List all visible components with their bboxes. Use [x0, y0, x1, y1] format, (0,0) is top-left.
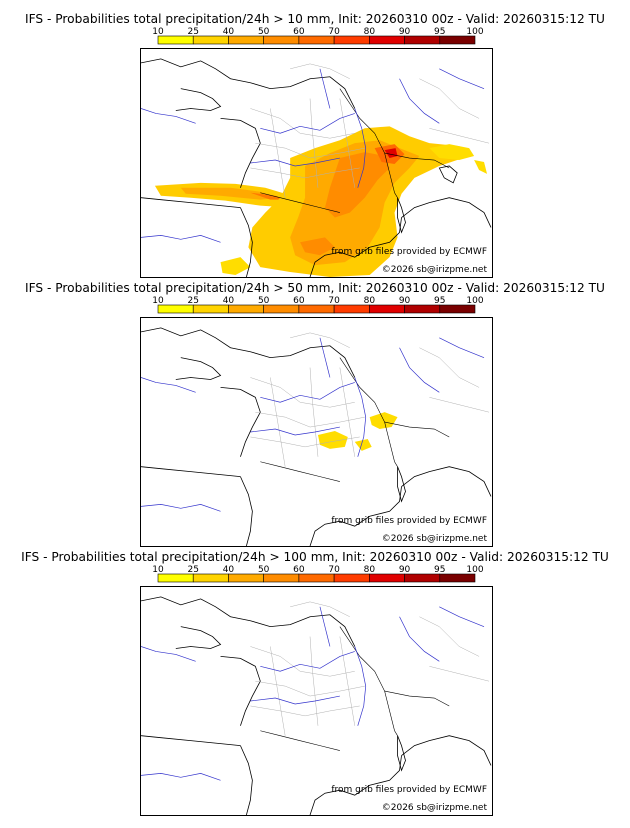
- colorbar-tick-label: 90: [399, 296, 411, 306]
- colorbar-swatch: [157, 35, 194, 45]
- colorbar-swatch: [333, 35, 370, 45]
- panel-title: IFS - Probabilities total precipitation/…: [25, 12, 605, 26]
- colorbar-swatch: [404, 573, 441, 583]
- colorbar-swatch: [192, 304, 229, 314]
- rivers: [141, 337, 485, 512]
- colorbar-tick-label: 80: [364, 296, 376, 306]
- colorbar-tick-label: 95: [434, 296, 445, 306]
- probability-colorbar: 10 25 40 50 60 70 80 90 95 100: [152, 565, 484, 583]
- colorbar-tick-label: 60: [293, 27, 305, 37]
- colorbar-tick-label: 25: [187, 296, 198, 306]
- credit-source: from grib files provided by ECMWF: [331, 247, 487, 257]
- colorbar-tick-label: 95: [434, 27, 445, 37]
- probability-field: [154, 126, 488, 277]
- colorbar-swatch: [228, 35, 264, 45]
- colorbar-swatch: [228, 573, 264, 583]
- colorbar-tick-label: 100: [466, 27, 483, 37]
- colorbar-tick-label: 10: [152, 296, 164, 306]
- colorbar-tick-label: 25: [187, 27, 198, 37]
- colorbar-swatch: [263, 573, 300, 583]
- colorbar-swatch: [404, 304, 441, 314]
- region-boundaries: [250, 332, 490, 467]
- colorbar-tick-label: 95: [434, 565, 445, 575]
- colorbar-tick-label: 80: [364, 27, 376, 37]
- colorbar-tick-label: 50: [258, 27, 270, 37]
- coastlines: [141, 58, 492, 277]
- colorbar-swatch: [439, 35, 476, 45]
- colorbar-swatch: [404, 35, 441, 45]
- precipitation-map: from grib files provided by ECMWF ©2026 …: [140, 48, 493, 278]
- colorbar-swatch: [157, 573, 194, 583]
- colorbar-tick-label: 10: [152, 27, 164, 37]
- region-boundaries: [250, 601, 490, 736]
- map-panel-10mm: IFS - Probabilities total precipitation/…: [0, 12, 630, 282]
- credit-source: from grib files provided by ECMWF: [331, 785, 487, 795]
- borders: [260, 626, 450, 751]
- colorbar-tick-label: 70: [328, 565, 340, 575]
- colorbar-tick-label: 90: [399, 565, 411, 575]
- map-panel-50mm: IFS - Probabilities total precipitation/…: [0, 281, 630, 551]
- map-panel-100mm: IFS - Probabilities total precipitation/…: [0, 550, 630, 820]
- probability-colorbar: 10 25 40 50 60 70 80 90 95 100: [152, 296, 484, 314]
- colorbar-swatch: [228, 304, 264, 314]
- colorbar-swatch: [369, 304, 405, 314]
- colorbar-swatch: [263, 35, 300, 45]
- colorbar-tick-label: 25: [187, 565, 198, 575]
- colorbar-swatch: [157, 304, 194, 314]
- credit-source: from grib files provided by ECMWF: [331, 516, 487, 526]
- colorbar-tick-label: 90: [399, 27, 411, 37]
- rivers: [141, 606, 485, 781]
- colorbar-tick-label: 80: [364, 565, 376, 575]
- colorbar-tick-label: 40: [223, 27, 235, 37]
- colorbar-swatch: [333, 304, 370, 314]
- colorbar-tick-label: 60: [293, 565, 305, 575]
- colorbar-swatch: [298, 35, 335, 45]
- precipitation-map: from grib files provided by ECMWF ©2026 …: [140, 586, 493, 816]
- colorbar-swatch: [439, 304, 476, 314]
- borders: [260, 88, 450, 213]
- panel-title: IFS - Probabilities total precipitation/…: [21, 550, 609, 564]
- colorbar-tick-label: 40: [223, 296, 235, 306]
- colorbar-swatch: [298, 573, 335, 583]
- colorbar-tick-label: 100: [466, 565, 483, 575]
- colorbar-tick-label: 100: [466, 296, 483, 306]
- credit-site: ©2026 sb@irizpme.net: [381, 803, 487, 813]
- colorbar-swatch: [369, 573, 405, 583]
- colorbar-tick-label: 50: [258, 296, 270, 306]
- colorbar-swatch: [263, 304, 300, 314]
- colorbar-swatch: [192, 35, 229, 45]
- map-svg: [141, 596, 492, 815]
- rivers: [141, 68, 485, 243]
- colorbar-tick-label: 70: [328, 27, 340, 37]
- colorbar-swatch: [369, 35, 405, 45]
- colorbar-tick-label: 60: [293, 296, 305, 306]
- borders: [260, 357, 450, 482]
- colorbar-tick-label: 10: [152, 565, 164, 575]
- colorbar-tick-label: 50: [258, 565, 270, 575]
- colorbar-swatch: [333, 573, 370, 583]
- credit-site: ©2026 sb@irizpme.net: [381, 534, 487, 544]
- probability-colorbar: 10 25 40 50 60 70 80 90 95 100: [152, 27, 484, 45]
- colorbar-swatch: [192, 573, 229, 583]
- colorbar-swatch: [439, 573, 476, 583]
- map-svg: [141, 327, 492, 546]
- panel-title: IFS - Probabilities total precipitation/…: [25, 281, 605, 295]
- map-svg: [141, 58, 492, 277]
- coastlines: [141, 327, 492, 546]
- credit-site: ©2026 sb@irizpme.net: [381, 265, 487, 275]
- coastlines: [141, 596, 492, 815]
- colorbar-tick-label: 70: [328, 296, 340, 306]
- probability-field: [317, 412, 398, 451]
- colorbar-tick-label: 40: [223, 565, 235, 575]
- colorbar-swatch: [298, 304, 335, 314]
- region-boundaries: [250, 63, 490, 198]
- precipitation-map: from grib files provided by ECMWF ©2026 …: [140, 317, 493, 547]
